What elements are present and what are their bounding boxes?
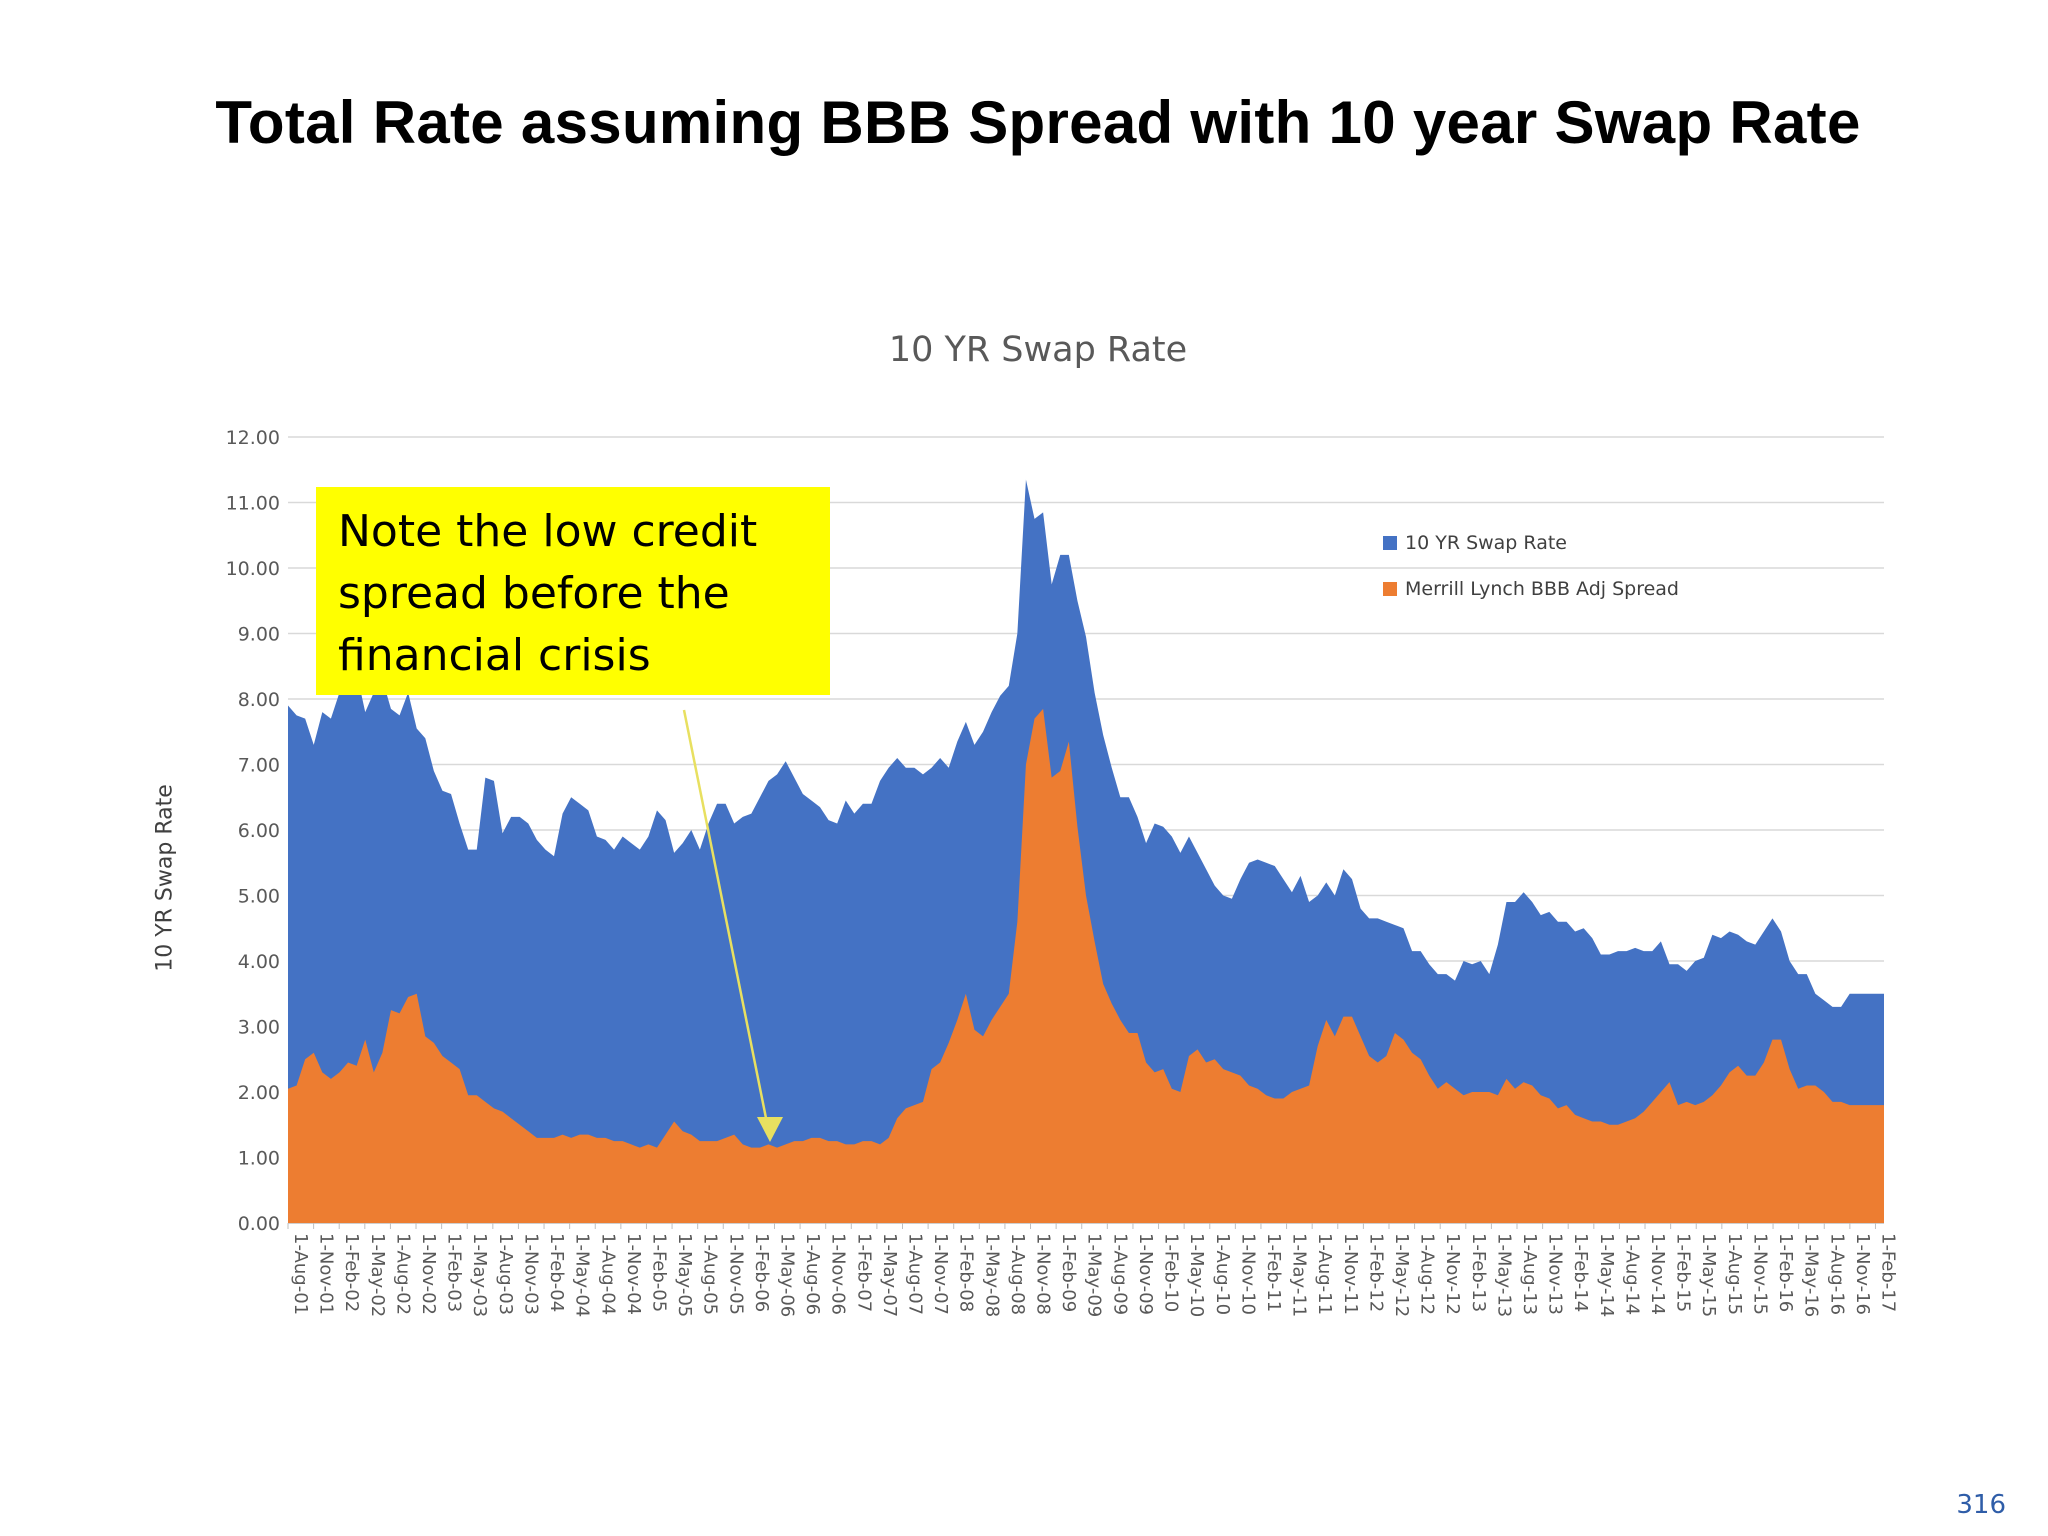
x-tick-label: 1-Nov-01 [316,1233,337,1315]
x-tick-label: 1-May-08 [981,1233,1002,1317]
chart-legend: 10 YR Swap Rate Merrill Lynch BBB Adj Sp… [1383,520,1679,612]
x-tick-label: 1-May-07 [879,1233,900,1317]
x-tick-label: 1-Nov-03 [520,1233,541,1315]
x-tick-label: 1-May-05 [674,1233,695,1317]
x-tick-label: 1-Aug-08 [1007,1233,1028,1315]
x-tick-label: 1-May-03 [469,1233,490,1317]
legend-swatch-spread [1383,582,1397,596]
x-tick-label: 1-Aug-16 [1826,1233,1847,1315]
annotation-arrow-head [757,1117,783,1142]
y-tick-label: 7.00 [238,755,280,777]
x-tick-label: 1-Feb-13 [1468,1233,1489,1312]
x-tick-label: 1-Feb-11 [1263,1233,1284,1312]
y-axis-title: 10 YR Swap Rate [152,784,178,972]
swap-rate-area [288,479,1884,1224]
legend-item-spread: Merrill Lynch BBB Adj Spread [1383,566,1679,612]
x-tick-label: 1-Feb-04 [546,1233,567,1312]
x-tick-label: 1-May-11 [1289,1233,1310,1317]
x-tick-label: 1-May-04 [572,1233,593,1317]
x-tick-label: 1-Aug-01 [290,1233,311,1315]
y-tick-label: 1.00 [238,1148,280,1170]
x-tick-label: 1-Aug-04 [597,1233,618,1315]
x-tick-label: 1-Aug-07 [905,1233,926,1315]
x-tick-label: 1-Feb-03 [444,1233,465,1312]
legend-label-swap: 10 YR Swap Rate [1405,532,1567,554]
x-tick-label: 1-Aug-13 [1519,1233,1540,1315]
y-tick-label: 5.00 [238,886,280,908]
y-tick-label: 11.00 [226,493,280,515]
legend-item-swap: 10 YR Swap Rate [1383,520,1679,566]
x-tick-label: 1-Nov-11 [1340,1233,1361,1315]
chart-title: 10 YR Swap Rate [888,330,1188,370]
x-tick-label: 1-Aug-02 [392,1233,413,1315]
y-tick-label: 3.00 [238,1017,280,1039]
slide-title: Total Rate assuming BBB Spread with 10 y… [215,89,1861,156]
x-tick-label: 1-Aug-15 [1724,1233,1745,1315]
x-tick-label: 1-May-02 [367,1233,388,1317]
y-tick-label: 0.00 [238,1213,280,1235]
x-tick-label: 1-May-10 [1186,1233,1207,1317]
x-tick-label: 1-Feb-14 [1570,1233,1591,1312]
bbb-spread-area [288,708,1884,1223]
legend-swatch-swap [1383,536,1397,550]
chart-areas [288,479,1884,1224]
x-tick-label: 1-Feb-02 [341,1233,362,1312]
annotation-arrow [682,709,772,1139]
x-tick-label: 1-Nov-16 [1852,1233,1873,1315]
x-tick-label: 1-Feb-10 [1161,1233,1182,1312]
y-tick-label: 9.00 [238,624,280,646]
x-tick-label: 1-Aug-10 [1212,1233,1233,1315]
x-tick-label: 1-Aug-14 [1621,1233,1642,1315]
y-tick-label: 6.00 [238,820,280,842]
x-tick-label: 1-Aug-05 [700,1233,721,1315]
annotation-note: Note the low credit spread before the fi… [316,487,830,695]
y-tick-label: 2.00 [238,1082,280,1104]
x-tick-label: 1-Aug-11 [1314,1233,1335,1315]
x-tick-label: 1-Nov-15 [1749,1233,1770,1315]
x-tick-label: 1-Nov-13 [1545,1233,1566,1315]
y-axis-tick-labels: 0.00 1.00 2.00 3.00 4.00 5.00 6.00 7.00 8.00 9.00… [226,427,280,1235]
x-tick-label: 1-Aug-09 [1109,1233,1130,1315]
x-tick-label: 1-May-16 [1801,1233,1822,1317]
x-tick-label: 1-Feb-07 [853,1233,874,1312]
y-tick-label: 8.00 [238,689,280,711]
x-tick-label: 1-May-06 [776,1233,797,1317]
x-tick-label: 1-May-14 [1596,1233,1617,1317]
y-tick-label: 10.00 [226,558,280,580]
x-tick-label: 1-Aug-12 [1417,1233,1438,1315]
x-tick-label: 1-Nov-09 [1135,1233,1156,1315]
x-tick-label: 1-Nov-06 [828,1233,849,1315]
x-tick-label: 1-Nov-04 [623,1233,644,1315]
x-tick-label: 1-Nov-12 [1442,1233,1463,1315]
x-tick-label: 1-Nov-02 [418,1233,439,1315]
x-tick-label: 1-Feb-17 [1877,1233,1898,1312]
y-tick-label: 4.00 [238,951,280,973]
x-tick-label: 1-Feb-08 [956,1233,977,1312]
x-axis-tick-labels: 1-Aug-01 1-Nov-01 1-Feb-02 1-May-02 1-Aug-02… [287,1223,1898,1317]
x-tick-label: 1-Nov-10 [1237,1233,1258,1315]
x-tick-label: 1-Nov-05 [725,1233,746,1315]
x-tick-label: 1-May-12 [1391,1233,1412,1317]
x-tick-label: 1-Feb-16 [1775,1233,1796,1312]
y-tick-label: 12.00 [226,427,280,449]
x-tick-label: 1-Feb-15 [1673,1233,1694,1312]
legend-label-spread: Merrill Lynch BBB Adj Spread [1405,578,1679,600]
page-number: 316 [1956,1490,2006,1520]
x-tick-label: 1-Aug-06 [802,1233,823,1315]
x-tick-label: 1-May-13 [1493,1233,1514,1317]
x-tick-label: 1-Feb-05 [648,1233,669,1312]
x-tick-label: 1-Feb-12 [1365,1233,1386,1312]
x-tick-label: 1-Feb-06 [751,1233,772,1312]
x-tick-label: 1-Feb-09 [1058,1233,1079,1312]
x-tick-label: 1-Nov-14 [1647,1233,1668,1315]
x-tick-label: 1-Nov-07 [930,1233,951,1315]
x-tick-label: 1-Nov-08 [1033,1233,1054,1315]
x-tick-label: 1-May-15 [1698,1233,1719,1317]
x-tick-label: 1-Aug-03 [495,1233,516,1315]
x-tick-label: 1-May-09 [1084,1233,1105,1317]
